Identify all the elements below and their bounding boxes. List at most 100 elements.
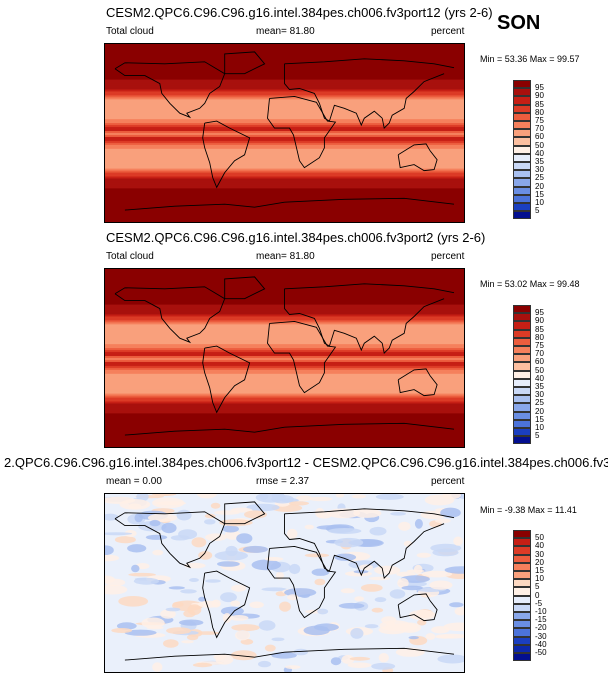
cloud-band	[105, 200, 464, 203]
cloud-band	[105, 383, 464, 387]
diff-patch	[279, 601, 291, 612]
cloud-band	[105, 413, 464, 416]
panel2-minmax: Min = 53.02 Max = 99.48	[480, 279, 580, 289]
diff-patch	[350, 628, 364, 639]
colorbar-tick-label: 20	[535, 406, 544, 416]
diff-patch	[243, 545, 268, 553]
cloud-band	[105, 433, 464, 436]
diff-patch	[368, 576, 391, 581]
diff-patch	[349, 656, 371, 661]
diff-patch	[197, 494, 217, 499]
colorbar-swatch	[513, 162, 531, 171]
colorbar-tick-label: 35	[535, 382, 544, 391]
colorbar-tick-label: 50	[535, 365, 544, 375]
cloud-band	[105, 369, 464, 373]
diff-patch	[271, 637, 285, 642]
colorbar-swatch	[513, 112, 531, 121]
diff-patch	[166, 627, 192, 635]
colorbar-swatch	[513, 530, 531, 539]
cloud-band	[105, 322, 464, 325]
colorbar-tick-label: 10	[535, 574, 544, 584]
diff-patch	[317, 608, 329, 615]
cloud-band	[105, 164, 464, 168]
diff-patch	[105, 545, 114, 555]
colorbar-swatch	[513, 104, 531, 113]
diff-patch	[160, 609, 176, 619]
colorbar-tick-label: 90	[535, 91, 544, 101]
colorbar-tick-label: 50	[535, 533, 544, 543]
cloud-band	[105, 162, 464, 166]
diff-patch	[389, 589, 406, 599]
cloud-band	[105, 284, 464, 288]
diff-patch	[198, 551, 213, 560]
colorbar-tick-label: 75	[535, 341, 544, 350]
cloud-band	[105, 182, 464, 186]
cloud-band	[105, 435, 464, 438]
cloud-band	[105, 312, 464, 316]
coastline	[124, 201, 285, 211]
cloud-band	[105, 131, 464, 134]
cloud-band	[105, 180, 464, 184]
colorbar-tick-label: 80	[535, 107, 544, 117]
cloud-band	[105, 272, 464, 276]
colorbar-swatch	[513, 644, 531, 653]
diff-patch	[133, 577, 159, 585]
cloud-band	[105, 123, 464, 126]
diff-patch	[231, 584, 247, 592]
diff-patch	[149, 519, 161, 527]
panel2-mean-label: mean= 81.80	[256, 251, 315, 262]
cloud-band	[105, 198, 464, 201]
colorbar-swatch	[513, 137, 531, 146]
panel3-minmax: Min = -9.38 Max = 11.41	[480, 505, 577, 515]
diff-patch	[210, 502, 221, 509]
cloud-band	[105, 55, 464, 59]
diff-patch	[390, 512, 406, 516]
diff-patch	[371, 607, 384, 613]
diff-patch	[214, 550, 248, 561]
diff-patch	[440, 507, 461, 518]
colorbar-tick-label: 0	[535, 590, 540, 600]
colorbar-swatch	[513, 411, 531, 420]
panel3-rmse-label: rmse = 2.37	[256, 476, 310, 487]
cloud-band	[105, 389, 464, 393]
colorbar-tick-label: 5	[535, 582, 540, 592]
cloud-band	[105, 326, 464, 329]
cloud-band	[105, 134, 464, 138]
diff-patch	[351, 494, 367, 499]
diff-patch	[414, 518, 423, 529]
cloud-band	[105, 172, 464, 176]
diff-patch	[308, 496, 333, 502]
colorbar-tick-label: 85	[535, 324, 544, 334]
colorbar-swatch	[513, 129, 531, 138]
cloud-band	[105, 53, 464, 57]
colorbar-tick-label: 15	[535, 414, 544, 424]
cloud-band	[105, 417, 464, 420]
diff-patch	[271, 652, 297, 659]
panel1-map	[104, 43, 465, 223]
cloud-band	[105, 280, 464, 284]
coastline	[224, 501, 266, 525]
diff-patch	[416, 552, 432, 558]
panel2-variable-label: Total cloud	[106, 251, 154, 262]
colorbar-swatch	[513, 653, 531, 662]
colorbar-swatch	[513, 145, 531, 154]
cloud-band	[105, 282, 464, 286]
cloud-band	[105, 103, 464, 106]
diff-patch	[246, 503, 280, 512]
diff-patch	[145, 534, 168, 540]
coastline	[284, 422, 455, 430]
diff-patch	[453, 536, 463, 546]
diff-patch	[258, 620, 276, 631]
cloud-band	[105, 443, 464, 446]
coastline	[267, 320, 337, 394]
coastline	[224, 51, 266, 75]
diff-patch	[353, 508, 382, 518]
colorbar-swatch	[513, 636, 531, 645]
cloud-band	[105, 154, 464, 158]
coastline	[267, 95, 337, 169]
diff-patch	[105, 584, 128, 595]
diff-patch	[217, 561, 240, 567]
colorbar-tick-label: 60	[535, 357, 544, 367]
diff-patch	[220, 592, 237, 603]
colorbar-tick-label: 70	[535, 124, 544, 134]
